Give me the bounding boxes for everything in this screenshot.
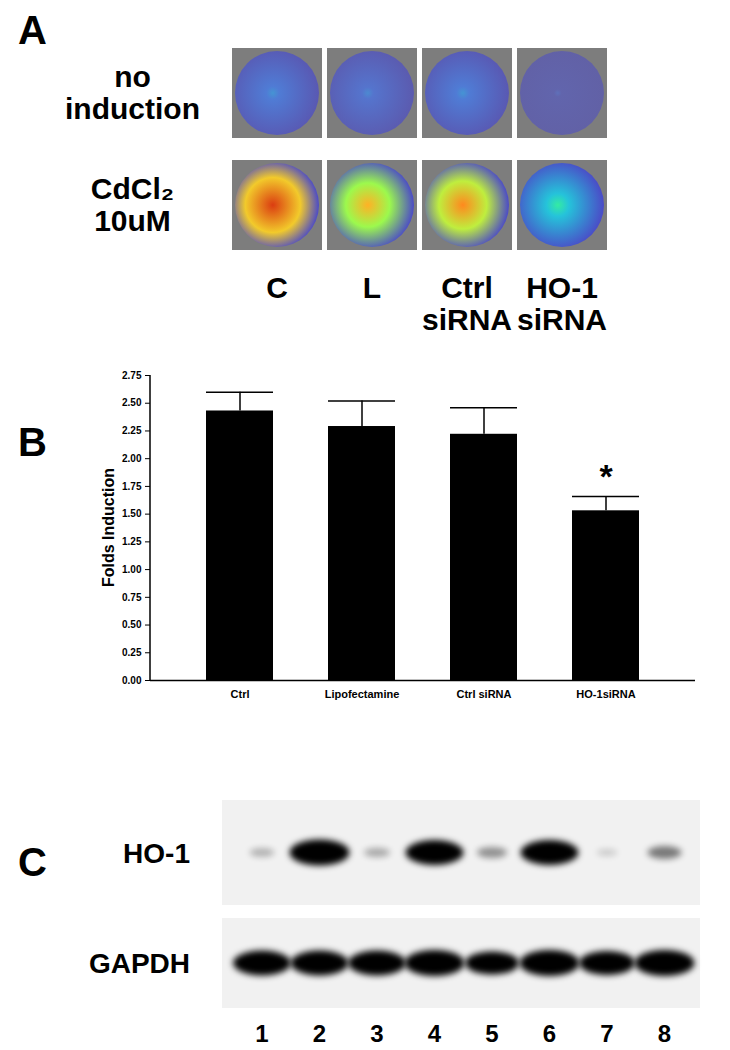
- svg-text:0.00: 0.00: [122, 675, 142, 686]
- svg-text:2: 2: [313, 1020, 326, 1047]
- html-text:A: A: [18, 8, 47, 52]
- svg-text:2.00: 2.00: [122, 453, 142, 464]
- svg-text:0.50: 0.50: [122, 619, 142, 630]
- html-text:C: C: [266, 271, 288, 304]
- html-text:10uM: 10uM: [94, 204, 171, 237]
- svg-text:*: *: [599, 457, 613, 495]
- svg-text:1.25: 1.25: [122, 536, 142, 547]
- html-text:siRNA: siRNA: [517, 303, 607, 336]
- svg-text:3: 3: [370, 1020, 383, 1047]
- svg-text:1.50: 1.50: [122, 508, 142, 519]
- svg-text:GAPDH: GAPDH: [89, 948, 190, 979]
- html-text:HO-1: HO-1: [526, 271, 598, 304]
- svg-text:HO-1siRNA: HO-1siRNA: [576, 688, 635, 700]
- html-text:Ctrl: Ctrl: [441, 271, 493, 304]
- svg-text:Ctrl: Ctrl: [231, 688, 250, 700]
- svg-text:1.00: 1.00: [122, 564, 142, 575]
- html-text:CdCl₂: CdCl₂: [90, 172, 175, 205]
- svg-text:0.75: 0.75: [122, 592, 142, 603]
- svg-text:2.50: 2.50: [122, 397, 142, 408]
- html-text:no: no: [114, 60, 151, 93]
- svg-text:0.25: 0.25: [122, 647, 142, 658]
- svg-text:8: 8: [658, 1020, 671, 1047]
- svg-text:6: 6: [543, 1020, 556, 1047]
- svg-text:7: 7: [600, 1020, 613, 1047]
- html-text:B: B: [18, 420, 47, 464]
- svg-text:1.75: 1.75: [122, 481, 142, 492]
- svg-text:5: 5: [485, 1020, 498, 1047]
- html-text:Folds Induction: Folds Induction: [100, 467, 117, 587]
- html-text:C: C: [18, 840, 47, 884]
- svg-text:2.25: 2.25: [122, 425, 142, 436]
- svg-text:Ctrl siRNA: Ctrl siRNA: [456, 688, 511, 700]
- svg-text:2.75: 2.75: [122, 370, 142, 381]
- svg-text:Lipofectamine: Lipofectamine: [325, 688, 400, 700]
- svg-text:1: 1: [255, 1020, 268, 1047]
- svg-text:HO-1: HO-1: [123, 838, 190, 869]
- html-text:siRNA: siRNA: [422, 303, 512, 336]
- svg-text:4: 4: [428, 1020, 442, 1047]
- html-text:L: L: [362, 271, 382, 304]
- html-text:induction: induction: [65, 92, 200, 125]
